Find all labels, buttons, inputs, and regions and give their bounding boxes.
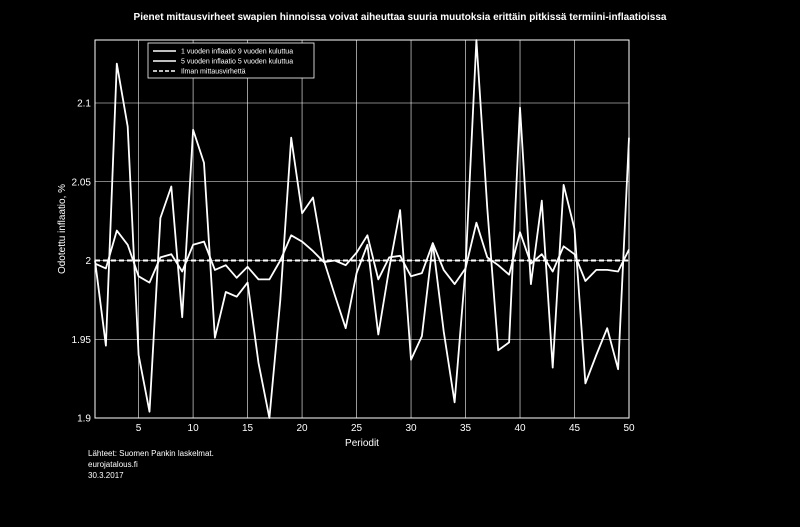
legend-label: 5 vuoden inflaatio 5 vuoden kuluttua — [181, 59, 293, 66]
chart-title: Pienet mittausvirheet swapien hinnoissa … — [134, 12, 667, 23]
x-tick-label: 20 — [296, 423, 308, 434]
y-tick-label: 2 — [85, 256, 91, 267]
legend: 1 vuoden inflaatio 9 vuoden kuluttua 5 vu… — [147, 42, 315, 79]
series-line-1 — [94, 39, 630, 419]
y-axis-label: Odotettu inflaatio, % — [57, 184, 68, 274]
y-tick-label: 2.1 — [77, 99, 91, 110]
plot-area — [94, 39, 630, 419]
tick-labels: 5 10 15 20 25 30 35 40 45 50 1.9 1.95 2 2.05 2.1 — [72, 99, 635, 435]
series-lines — [94, 39, 630, 419]
x-tick-label: 45 — [569, 423, 581, 434]
site-name: eurojatalous.fi — [88, 460, 138, 469]
legend-label: Ilman mittausvirhettä — [181, 69, 246, 76]
x-tick-label: 40 — [514, 423, 526, 434]
x-tick-label: 25 — [351, 423, 363, 434]
x-tick-label: 50 — [623, 423, 635, 434]
y-tick-label: 1.9 — [77, 414, 91, 425]
x-tick-label: 35 — [460, 423, 472, 434]
x-axis-label: Periodit — [345, 438, 379, 449]
y-tick-label: 1.95 — [72, 335, 92, 346]
x-tick-label: 10 — [188, 423, 200, 434]
source-note: Lähteet: Suomen Pankin laskelmat. — [88, 449, 214, 458]
x-tick-label: 5 — [136, 423, 142, 434]
x-tick-label: 30 — [405, 423, 417, 434]
legend-label: 1 vuoden inflaatio 9 vuoden kuluttua — [181, 49, 293, 56]
footer: Lähteet: Suomen Pankin laskelmat. euroja… — [88, 448, 214, 481]
series-line-2 — [94, 221, 630, 286]
x-tick-label: 15 — [242, 423, 254, 434]
publish-date: 30.3.2017 — [88, 471, 124, 480]
y-tick-label: 2.05 — [72, 177, 92, 188]
